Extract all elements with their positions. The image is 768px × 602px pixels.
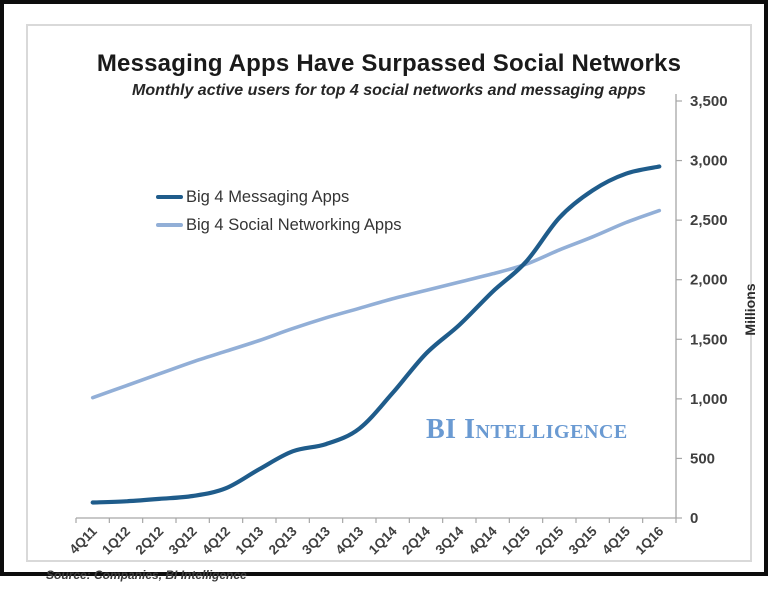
social-line-swatch [156,223,183,227]
x-tick-label: 4Q12 [199,524,233,558]
x-tick-label: 3Q12 [166,524,200,558]
x-tick-label: 2Q13 [266,523,300,557]
y-tick-label: 1,500 [690,331,728,348]
x-tick-label: 2Q12 [132,524,166,558]
legend-item-social: Big 4 Social Networking Apps [156,211,402,239]
chart-subtitle: Monthly active users for top 4 social ne… [132,82,646,99]
y-axis-title: Millions [742,283,758,335]
x-tick-label: 1Q13 [232,523,266,557]
x-tick-label: 2Q14 [399,523,433,557]
legend: Big 4 Messaging Apps Big 4 Social Networ… [156,183,402,239]
chart-title: Messaging Apps Have Surpassed Social Net… [96,50,682,77]
y-tick-label: 1,000 [690,391,728,408]
x-tick-label: 1Q12 [99,524,133,558]
messaging-line-swatch [156,194,183,200]
x-tick-label: 1Q16 [632,523,666,557]
x-tick-label: 4Q14 [466,523,500,557]
y-tick-label: 2,000 [690,272,728,289]
x-tick-label: 4Q11 [66,523,100,557]
legend-label-social: Big 4 Social Networking Apps [186,215,402,234]
x-tick-label: 1Q14 [366,523,400,557]
bi-intelligence-watermark: BI Intelligence [426,414,628,445]
chart-card: Messaging Apps Have Surpassed Social Net… [26,24,758,582]
legend-item-messaging: Big 4 Messaging Apps [156,183,402,211]
y-tick-label: 3,000 [690,153,728,170]
screenshot-frame: Messaging Apps Have Surpassed Social Net… [0,0,768,582]
y-tick-label: 0 [690,510,698,527]
source-note: Source: Companies, BI Intelligence [46,568,247,582]
x-tick-label: 4Q15 [599,523,633,557]
y-tick-label: 2,500 [690,212,728,229]
x-tick-label: 4Q13 [332,523,366,557]
series-line-big-4-messaging-apps [90,164,662,505]
line-chart: 4Q11 1Q12 2Q12 3Q12 4Q12 1Q13 2Q13 3Q13 4Q13 1Q14… [66,93,758,558]
x-tick-label: 1Q15 [499,523,533,557]
y-tick-label: 3,500 [690,93,728,110]
y-tick-label: 500 [690,450,715,467]
x-tick-label: 2Q15 [532,523,566,557]
series-line-big-4-social-networking-apps [90,208,662,400]
legend-label-messaging: Big 4 Messaging Apps [186,187,350,206]
x-tick-label: 3Q14 [432,523,466,557]
x-tick-label: 3Q13 [299,523,333,557]
x-tick-label: 3Q15 [566,523,600,557]
